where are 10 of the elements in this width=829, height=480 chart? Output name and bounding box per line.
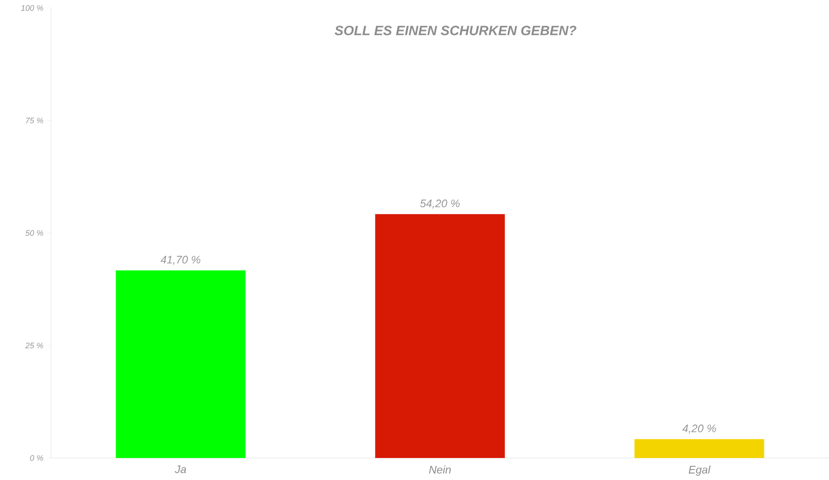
data-label: 4,20 % [682,424,716,434]
text: SOLL ES EINEN SCHURKEN GEBEN? [334,26,576,36]
x-tick-label: Ja [174,466,186,474]
x-tick-label: Nein [429,466,451,474]
bar [634,439,764,458]
bar [375,214,505,458]
data-label: 41,70 % [160,256,200,265]
data-label: 54,20 % [420,200,460,209]
bar [116,270,246,458]
x-tick-label: Egal [688,466,711,476]
